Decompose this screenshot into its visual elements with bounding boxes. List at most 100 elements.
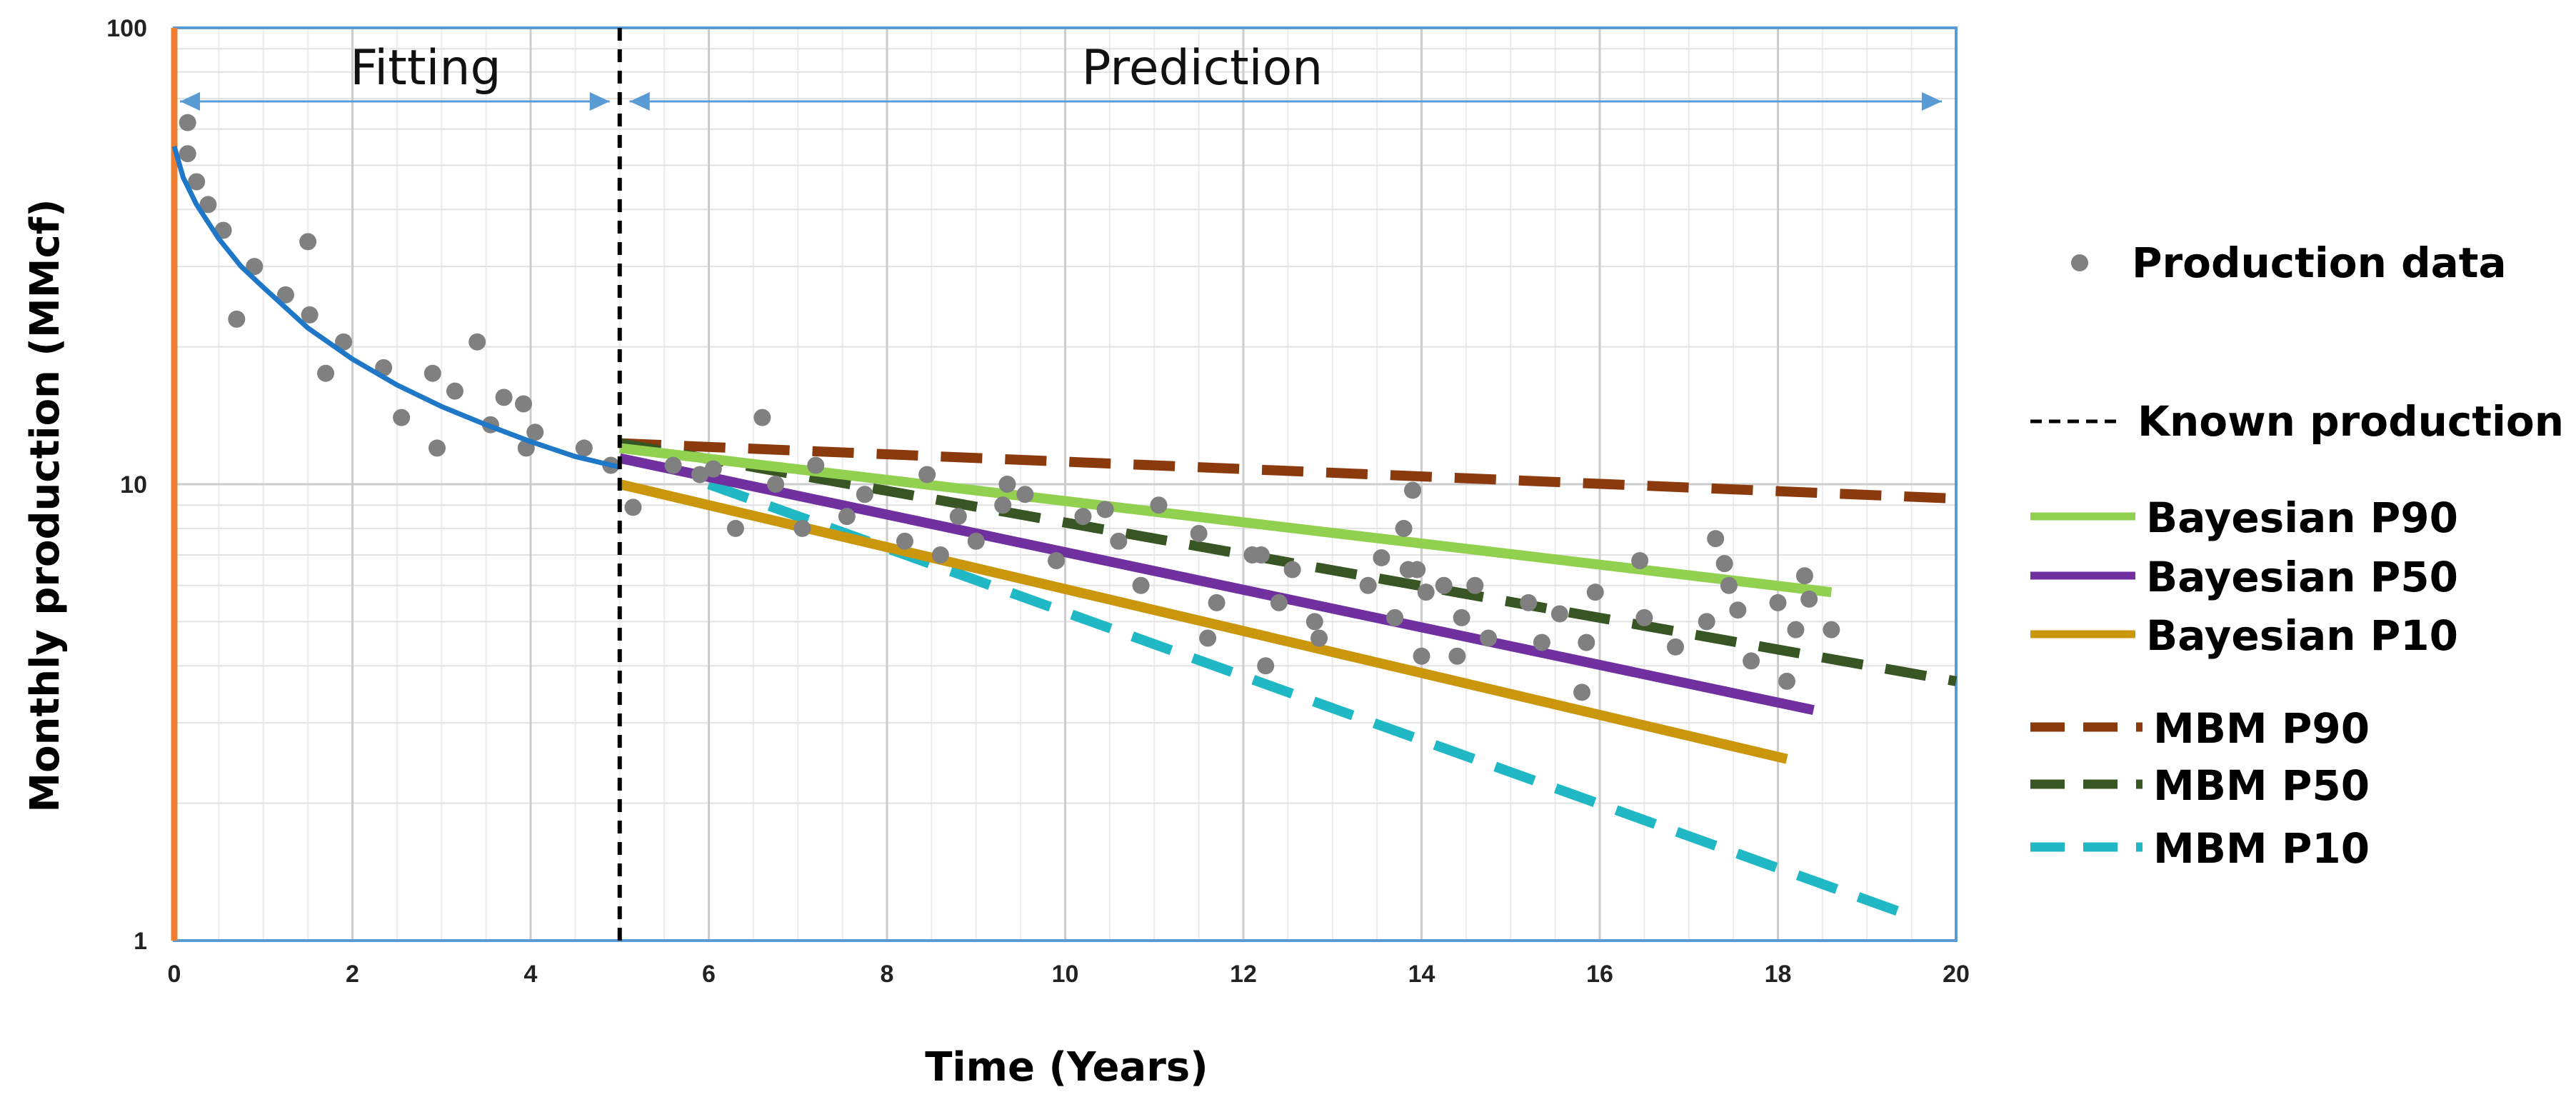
legend-label: Production data — [2132, 239, 2507, 287]
x-tick-label: 8 — [881, 961, 894, 988]
production-data-point — [179, 114, 196, 131]
production-data-point — [1667, 638, 1685, 656]
production-data-point — [1110, 532, 1128, 550]
production-data-point — [1520, 593, 1538, 611]
production-data-point — [424, 364, 441, 382]
production-data-point — [1408, 561, 1426, 578]
production-data-point — [1395, 519, 1413, 537]
production-data-point — [1435, 576, 1453, 594]
production-data-point — [188, 173, 206, 191]
production-data-point — [753, 409, 771, 426]
legend-item: Known production — [2030, 397, 2564, 446]
production-data-point — [807, 456, 825, 474]
production-data-point — [1448, 647, 1466, 665]
legend-label: Bayesian P90 — [2146, 494, 2458, 542]
production-data-point — [931, 546, 949, 563]
legend-item: Bayesian P90 — [2030, 494, 2458, 542]
phase-arrowhead-right — [1922, 92, 1942, 111]
legend-label: Bayesian P10 — [2146, 611, 2458, 660]
production-data-point — [1199, 629, 1217, 647]
production-data-point — [1769, 593, 1787, 611]
production-data-point — [1480, 629, 1498, 647]
production-data-point — [1823, 621, 1840, 638]
production-data-point — [726, 519, 744, 537]
production-data-point — [1413, 647, 1430, 665]
production-data-point — [838, 508, 856, 526]
x-tick-label: 2 — [346, 961, 359, 988]
series-line-bayesian-p50 — [618, 453, 1815, 716]
production-data-point — [276, 286, 294, 304]
production-data-point — [1729, 601, 1747, 619]
production-data-point — [1453, 608, 1470, 626]
production-data-point — [624, 499, 642, 516]
production-data-point — [1373, 549, 1390, 566]
x-tick-label: 14 — [1408, 961, 1435, 988]
production-data-point — [1359, 576, 1377, 594]
production-data-point — [1257, 657, 1275, 675]
production-data-point — [1417, 583, 1435, 601]
y-axis-title: Monthly production (MMcf) — [22, 199, 69, 812]
production-data-point — [994, 496, 1012, 514]
phase-arrowhead-left — [629, 92, 650, 111]
x-tick-label: 4 — [524, 961, 538, 988]
production-data-point — [664, 456, 682, 474]
legend: Production data Known production Bayesian … — [2030, 239, 2564, 873]
legend-label: Known production — [2138, 397, 2564, 446]
production-data-point — [1631, 552, 1649, 570]
production-data-point — [575, 439, 593, 457]
production-data-point — [767, 476, 785, 493]
production-data-point — [429, 439, 446, 457]
production-data-point — [1466, 576, 1484, 594]
legend-symbol-dot — [2071, 254, 2088, 271]
x-tick-label: 12 — [1230, 961, 1257, 988]
production-data-point — [1074, 508, 1092, 526]
production-data-point — [1778, 672, 1795, 690]
production-data-point — [1533, 633, 1550, 651]
production-data-point — [1698, 613, 1715, 631]
y-tick-label: 10 — [120, 471, 147, 499]
production-data-point — [1048, 552, 1066, 570]
production-data-point — [1096, 501, 1114, 519]
production-data-point — [1795, 567, 1813, 585]
production-data-points — [179, 114, 1840, 701]
production-data-point — [1190, 524, 1208, 542]
production-data-point — [1252, 546, 1270, 563]
production-data-point — [1573, 683, 1591, 701]
production-data-point — [1578, 633, 1595, 651]
legend-label: Bayesian P50 — [2146, 553, 2458, 601]
phase-label-prediction: Prediction — [1081, 40, 1323, 96]
production-data-point — [1787, 621, 1805, 638]
production-data-point — [1586, 583, 1604, 601]
x-axis-title: Time (Years) — [925, 1044, 1208, 1091]
production-data-point — [446, 382, 463, 400]
production-data-point — [1150, 496, 1168, 514]
y-tick-labels: 1 10 100 — [106, 15, 147, 955]
x-tick-label: 6 — [702, 961, 716, 988]
production-data-point — [228, 310, 246, 328]
major-grid — [174, 28, 1956, 941]
production-data-point — [301, 306, 319, 324]
phase-arrowhead-left — [180, 92, 200, 111]
series-line-bayesian-p90 — [618, 443, 1833, 598]
production-data-point — [1635, 608, 1653, 626]
y-tick-label: 1 — [134, 928, 147, 955]
production-data-point — [793, 519, 811, 537]
legend-label: MBM P10 — [2153, 824, 2370, 873]
x-tick-label: 0 — [168, 961, 181, 988]
fit-curve-layer — [171, 145, 621, 470]
x-tick-label: 18 — [1765, 961, 1792, 988]
production-data-point — [335, 333, 353, 351]
phase-arrowhead-right — [589, 92, 610, 111]
x-tick-label: 20 — [1943, 961, 1970, 988]
series-line-mbm-p90 — [619, 438, 1957, 504]
production-data-point — [967, 532, 985, 550]
production-data-point — [1283, 561, 1301, 578]
phase-arrows — [180, 92, 1942, 111]
x-tick-label: 10 — [1052, 961, 1079, 988]
series-layer — [618, 438, 1958, 918]
legend-item: MBM P90 — [2030, 704, 2370, 753]
production-data-point — [246, 258, 264, 276]
legend-label: MBM P90 — [2153, 704, 2370, 753]
production-data-point — [317, 364, 335, 382]
